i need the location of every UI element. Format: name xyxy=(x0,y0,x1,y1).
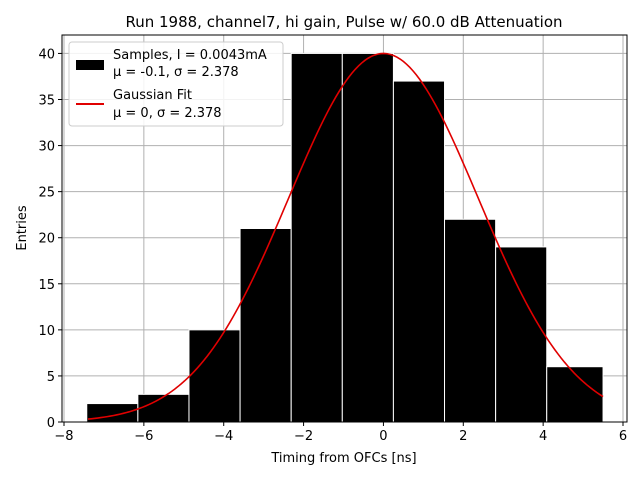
x-axis-label: Timing from OFCs [ns] xyxy=(270,451,416,466)
x-tick-label-1: −6 xyxy=(134,429,153,444)
x-tick-label-6: 4 xyxy=(539,429,547,444)
histogram-bar-6 xyxy=(392,80,446,423)
legend-samples-line1: Samples, I = 0.0043mA xyxy=(113,48,267,63)
gaussian-fit xyxy=(87,52,604,420)
x-tick-label-4: 0 xyxy=(379,429,387,444)
histogram-bar-4 xyxy=(290,52,343,423)
histogram-bar-2 xyxy=(188,329,241,423)
y-tick-label-5: 25 xyxy=(38,186,55,201)
y-tick-label-7: 35 xyxy=(38,94,55,109)
y-tick-label-0: 0 xyxy=(47,416,55,431)
y-tick-label-3: 15 xyxy=(38,278,55,293)
chart-title: Run 1988, channel7, hi gain, Pulse w/ 60… xyxy=(125,13,562,31)
y-axis-label: Entries xyxy=(15,205,30,251)
y-tick-label-4: 20 xyxy=(38,232,55,247)
y-tick-label-1: 5 xyxy=(47,370,55,385)
legend: Samples, I = 0.0043mA μ = -0.1, σ = 2.37… xyxy=(68,41,284,127)
gaussian-fit-curve xyxy=(87,52,604,420)
x-tick-label-2: −4 xyxy=(214,429,233,444)
histogram-bars xyxy=(86,52,604,423)
x-tick-label-3: −2 xyxy=(294,429,313,444)
y-axis-ticks: 0 5 10 15 20 25 30 35 40 xyxy=(38,47,62,431)
histogram-bar-9 xyxy=(546,366,604,423)
x-tick-label-0: −8 xyxy=(54,429,73,444)
legend-samples-swatch xyxy=(76,60,104,70)
histogram-bar-8 xyxy=(495,246,548,423)
plot-frame xyxy=(61,34,628,423)
y-tick-label-8: 40 xyxy=(38,47,55,62)
legend-fit-line1: Gaussian Fit xyxy=(113,88,192,103)
x-axis-ticks: −8 −6 −4 −2 0 2 4 6 xyxy=(54,422,627,444)
histogram-bar-5 xyxy=(341,52,394,423)
x-tick-label-5: 2 xyxy=(459,429,467,444)
histogram-bar-7 xyxy=(444,218,497,423)
legend-samples-line2: μ = -0.1, σ = 2.378 xyxy=(113,65,239,80)
histogram-bar-3 xyxy=(239,228,292,423)
x-tick-label-7: 6 xyxy=(619,429,627,444)
histogram-bar-1 xyxy=(137,393,190,423)
y-tick-label-6: 30 xyxy=(38,140,55,155)
legend-fit-line2: μ = 0, σ = 2.378 xyxy=(113,106,222,121)
histogram-bar-0 xyxy=(86,403,139,423)
legend-box xyxy=(68,41,284,127)
y-tick-label-2: 10 xyxy=(38,324,55,339)
